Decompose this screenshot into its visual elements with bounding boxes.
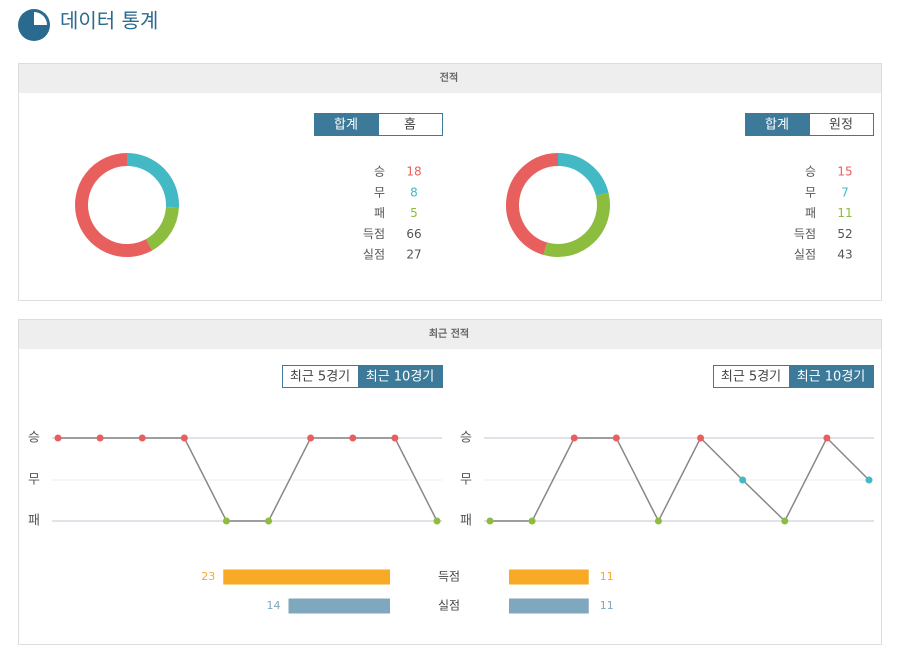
result-point	[349, 434, 357, 442]
result-line	[58, 437, 438, 522]
level-label: 패	[460, 514, 472, 529]
result-point	[307, 434, 315, 442]
result-point	[781, 517, 789, 525]
donut-segment	[75, 153, 153, 257]
bar	[509, 598, 589, 614]
recent-title: 최근 전적	[429, 327, 469, 340]
stat-value: 27	[406, 248, 421, 262]
result-point	[823, 434, 831, 442]
record-header	[19, 64, 881, 93]
stat-value: 52	[837, 227, 852, 241]
bar-value: 11	[600, 570, 614, 583]
result-point	[697, 434, 705, 442]
donut-segment	[506, 153, 559, 255]
stat-label: 패	[374, 206, 385, 220]
stat-label: 득점	[363, 227, 385, 241]
bar-value: 11	[600, 599, 614, 612]
stat-label: 득점	[794, 227, 816, 241]
recent-header	[19, 320, 881, 349]
stat-value: 11	[837, 206, 852, 220]
result-line	[490, 436, 870, 523]
page-title: 데이터 통계	[60, 9, 158, 33]
result-point	[612, 434, 620, 442]
stat-value: 18	[406, 165, 421, 179]
result-point	[265, 517, 273, 525]
bar-label: 득점	[438, 570, 460, 584]
stat-value: 8	[410, 185, 418, 199]
tab-label[interactable]: 최근 10경기	[797, 370, 866, 385]
tab[interactable]	[809, 113, 874, 136]
stat-label: 패	[805, 206, 816, 220]
tab-label[interactable]: 최근 10경기	[366, 370, 435, 385]
result-point	[486, 517, 494, 525]
tab-label[interactable]: 최근 5경기	[721, 370, 781, 385]
result-point	[222, 517, 230, 525]
stat-label: 승	[805, 165, 816, 179]
tab-label[interactable]: 최근 5경기	[290, 370, 350, 385]
donut-segment	[557, 153, 609, 197]
stat-value: 15	[837, 165, 852, 179]
bar	[223, 569, 390, 585]
tab-label[interactable]: 홈	[404, 118, 416, 133]
header-icon-slice	[34, 12, 47, 25]
donut-segment	[126, 153, 179, 208]
stat-label: 실점	[794, 248, 816, 262]
tab[interactable]	[378, 113, 443, 136]
tab-label[interactable]: 합계	[334, 118, 358, 133]
result-point	[54, 434, 62, 442]
stat-label: 실점	[363, 248, 385, 262]
level-label: 승	[460, 431, 472, 446]
level-label: 승	[28, 431, 40, 446]
record-box	[18, 63, 882, 301]
bar	[288, 598, 390, 614]
result-point	[528, 517, 536, 525]
bar	[509, 569, 589, 585]
result-point	[654, 517, 662, 525]
stat-value: 66	[406, 227, 421, 241]
donut-segment	[543, 192, 610, 257]
donut-segment	[145, 206, 179, 251]
stat-label: 무	[374, 185, 385, 199]
result-point	[433, 517, 441, 525]
tab[interactable]	[358, 365, 443, 388]
record-title: 전적	[440, 71, 458, 84]
stat-label: 무	[805, 185, 816, 199]
bar-value: 23	[201, 570, 215, 583]
level-label: 무	[460, 473, 472, 488]
bar-value: 14	[267, 599, 281, 612]
result-point	[865, 476, 873, 484]
level-label: 무	[28, 473, 40, 488]
result-point	[96, 434, 104, 442]
stat-value: 43	[837, 248, 852, 262]
bar-label: 실점	[438, 599, 460, 613]
tab[interactable]	[789, 365, 874, 388]
result-point	[138, 434, 146, 442]
result-point	[180, 434, 188, 442]
result-point	[391, 434, 399, 442]
tab-label[interactable]: 합계	[765, 118, 789, 133]
stat-label: 승	[374, 165, 385, 179]
level-label: 패	[28, 514, 40, 529]
stat-value: 5	[410, 206, 418, 220]
result-point	[570, 434, 578, 442]
tab-label[interactable]: 원정	[829, 118, 853, 133]
result-point	[739, 476, 747, 484]
stat-value: 7	[841, 185, 849, 199]
